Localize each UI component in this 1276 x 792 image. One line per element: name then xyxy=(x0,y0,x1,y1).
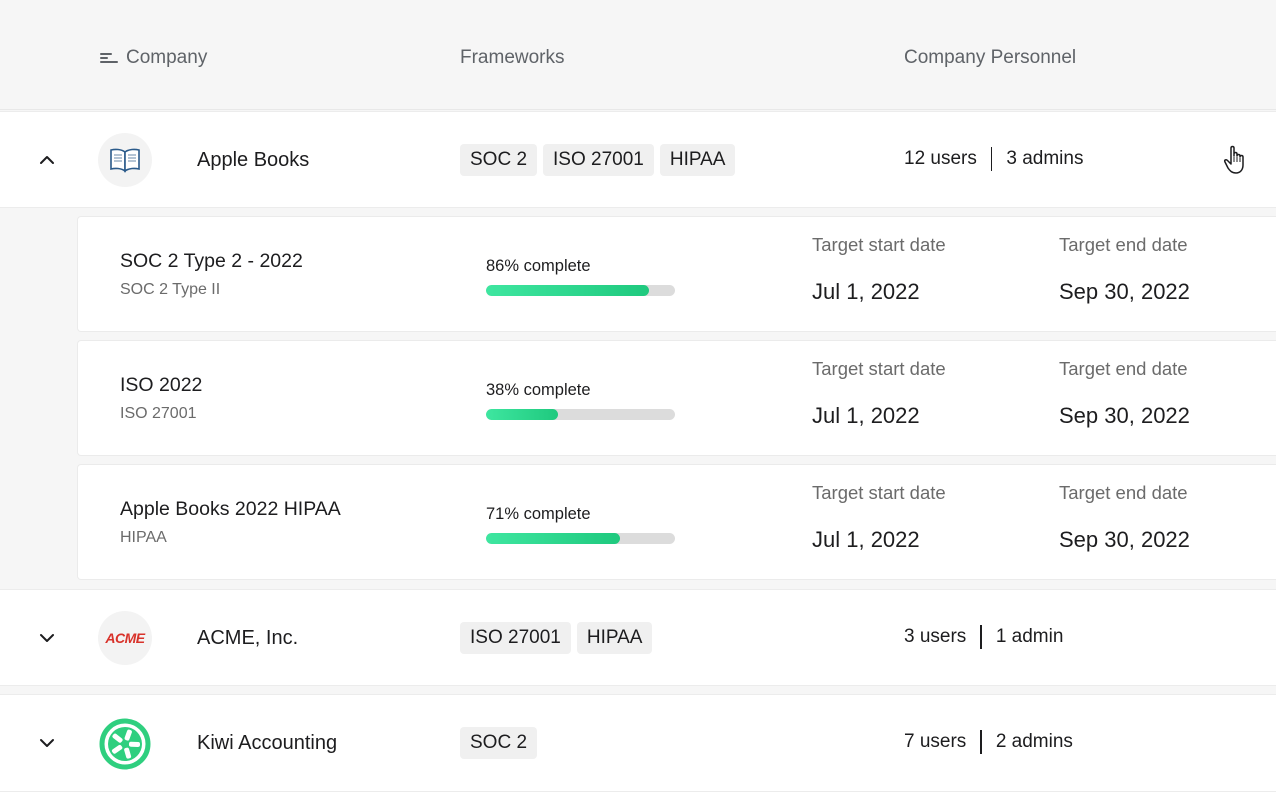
chevron-down-icon xyxy=(40,739,54,747)
separator xyxy=(990,147,993,171)
expand-button[interactable] xyxy=(36,627,58,649)
audit-title: SOC 2 Type 2 - 2022 xyxy=(120,250,303,272)
audit-framework: SOC 2 Type II xyxy=(120,281,221,298)
company-name: Apple Books xyxy=(197,149,310,171)
admin-count: 1 admin xyxy=(995,626,1064,647)
start-date-label: Target start date xyxy=(812,482,946,503)
sort-icon[interactable] xyxy=(100,51,118,65)
personnel-summary: 7 users 2 admins xyxy=(904,730,1073,754)
column-header-frameworks: Frameworks xyxy=(460,47,565,69)
user-count: 12 users xyxy=(904,148,977,169)
audit-framework: HIPAA xyxy=(120,529,167,546)
user-count: 7 users xyxy=(904,731,967,752)
progress-fill xyxy=(486,409,558,420)
column-header-frameworks-label: Frameworks xyxy=(460,47,565,68)
framework-tags: SOC 2 ISO 27001 HIPAA xyxy=(460,144,736,176)
audit-card[interactable]: Apple Books 2022 HIPAA HIPAA 71% complet… xyxy=(77,464,1276,580)
progress-label: 86% complete xyxy=(486,257,591,275)
separator xyxy=(980,625,982,649)
audit-card[interactable]: SOC 2 Type 2 - 2022 SOC 2 Type II 86% co… xyxy=(77,216,1276,332)
chevron-up-icon xyxy=(40,156,54,164)
separator xyxy=(980,730,982,754)
collapse-button[interactable] xyxy=(36,149,58,171)
start-date-value: Jul 1, 2022 xyxy=(812,527,920,552)
end-date-value: Sep 30, 2022 xyxy=(1059,403,1190,428)
admin-count: 3 admins xyxy=(1006,148,1084,169)
progress-bar xyxy=(486,409,675,420)
personnel-summary: 12 users 3 admins xyxy=(904,147,1083,171)
company-logo xyxy=(98,133,152,187)
audit-title: Apple Books 2022 HIPAA xyxy=(120,498,341,520)
progress-label: 71% complete xyxy=(486,505,591,523)
user-count: 3 users xyxy=(904,626,967,647)
company-row-kiwi-accounting[interactable]: Kiwi Accounting SOC 2 7 users 2 admins xyxy=(0,694,1276,792)
column-header-company[interactable]: Company xyxy=(100,47,207,69)
framework-tag: ISO 27001 xyxy=(543,144,654,176)
start-date-label: Target start date xyxy=(812,234,946,255)
progress-label: 38% complete xyxy=(486,381,591,399)
company-logo xyxy=(98,717,152,771)
kiwi-logo-icon xyxy=(99,718,151,770)
hand-pointer-icon xyxy=(1224,145,1244,174)
company-row-apple-books[interactable]: Apple Books SOC 2 ISO 27001 HIPAA 12 use… xyxy=(0,111,1276,208)
column-header-personnel: Company Personnel xyxy=(904,47,1076,69)
column-header-company-label: Company xyxy=(126,47,208,68)
progress-fill xyxy=(486,285,649,296)
end-date-label: Target end date xyxy=(1059,482,1188,503)
end-date-value: Sep 30, 2022 xyxy=(1059,527,1190,552)
expand-button[interactable] xyxy=(36,732,58,754)
chevron-down-icon xyxy=(40,634,54,642)
acme-logo-text: ACME xyxy=(105,630,145,646)
end-date-value: Sep 30, 2022 xyxy=(1059,279,1190,304)
column-header-personnel-label: Company Personnel xyxy=(904,47,1077,68)
start-date-value: Jul 1, 2022 xyxy=(812,403,920,428)
audit-framework: ISO 27001 xyxy=(120,405,197,422)
end-date-label: Target end date xyxy=(1059,234,1188,255)
start-date-value: Jul 1, 2022 xyxy=(812,279,920,304)
audit-card[interactable]: ISO 2022 ISO 27001 38% complete Target s… xyxy=(77,340,1276,456)
end-date-label: Target end date xyxy=(1059,358,1188,379)
personnel-summary: 3 users 1 admin xyxy=(904,625,1063,649)
start-date-label: Target start date xyxy=(812,358,946,379)
company-logo: ACME xyxy=(98,611,152,665)
framework-tag: ISO 27001 xyxy=(460,622,571,654)
framework-tags: ISO 27001 HIPAA xyxy=(460,622,653,654)
framework-tag: SOC 2 xyxy=(460,727,538,759)
audit-title: ISO 2022 xyxy=(120,374,203,396)
framework-tags: SOC 2 xyxy=(460,727,538,759)
framework-tag: HIPAA xyxy=(659,144,736,176)
progress-fill xyxy=(486,533,621,544)
book-icon xyxy=(110,148,140,173)
company-name: Kiwi Accounting xyxy=(197,732,338,754)
company-row-acme[interactable]: ACME ACME, Inc. ISO 27001 HIPAA 3 users … xyxy=(0,589,1276,686)
progress-bar xyxy=(486,533,675,544)
progress-bar xyxy=(486,285,675,296)
framework-tag: SOC 2 xyxy=(460,144,538,176)
company-name: ACME, Inc. xyxy=(197,627,299,649)
admin-count: 2 admins xyxy=(995,731,1073,752)
table-header: Company Frameworks Company Personnel xyxy=(0,0,1276,110)
framework-tag: HIPAA xyxy=(576,622,653,654)
